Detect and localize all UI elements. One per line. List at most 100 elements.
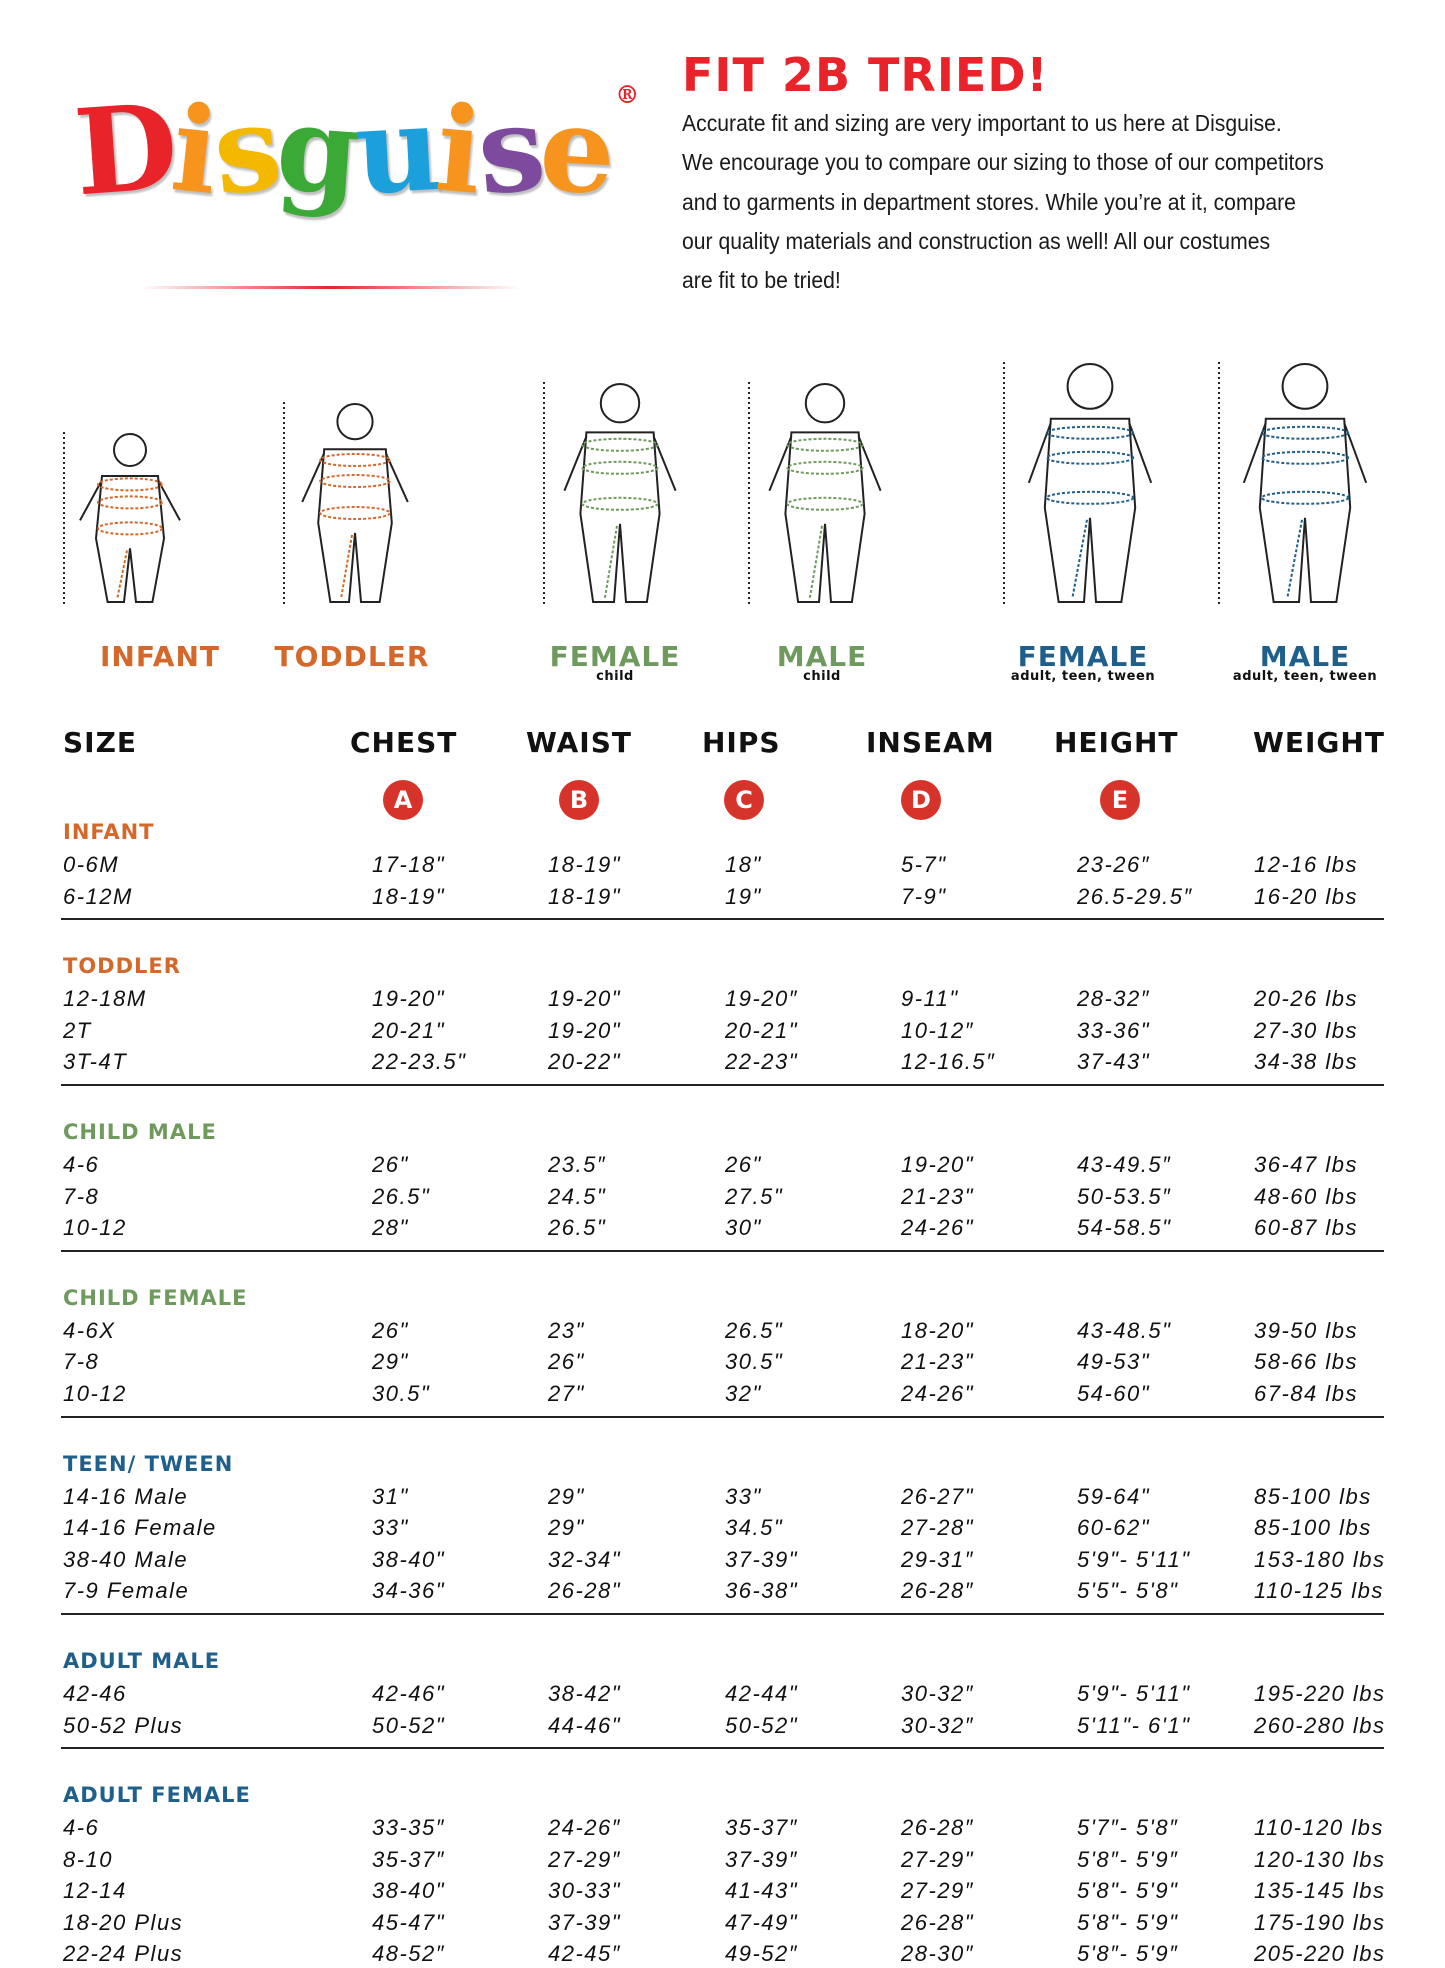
cell-chest: 38-40" [372,1546,446,1572]
group-divider [61,1747,1384,1750]
intro-line: and to garments in department stores. Wh… [682,188,1296,215]
figure-label: TODDLER [222,640,482,673]
logo-letter: e [536,78,615,221]
body-outline [1258,417,1352,603]
figure-label: MALE child [692,640,952,684]
cell-inseam: 19-20" [901,1151,975,1177]
cell-height: 23-26″ [1077,852,1151,877]
cell-waist: 30-33" [548,1878,622,1904]
table-row: 10-12 30.5" 27" 32" 24-26" 54-60" 67-84 lbs [0,1378,1445,1410]
cell-height: 5'5"- 5'8" [1077,1578,1179,1604]
figure-female-adult [1000,360,1180,610]
figure-female-child [540,380,700,610]
cell-waist: 38-42" [548,1680,622,1706]
header-waist: WAIST [526,726,632,759]
cell-weight: 85-100 lbs [1254,1515,1372,1541]
cell-hips: 41-43" [725,1878,799,1904]
cell-chest: 34-36" [372,1578,446,1604]
logo-letter: D [70,76,179,223]
cell-height: 5'9"- 5'11" [1077,1546,1191,1572]
figure-sublabel: adult, teen, tween [1232,669,1378,684]
cell-inseam: 26-27" [901,1483,975,1509]
cell-height: 5'8″- 5'9″ [1077,1846,1179,1872]
intro-line: Accurate fit and sizing are very importa… [682,110,1282,136]
cell-weight: 48-60 lbs [1254,1183,1359,1209]
cell-waist: 24.5" [548,1183,607,1209]
cell-hips: 26" [725,1151,762,1177]
cell-size: 50-52 Plus [63,1712,184,1738]
head [113,433,147,467]
header-inseam: INSEAM [866,726,995,759]
headline: FIT 2B TRIED! [682,48,1049,102]
cell-inseam: 21-23" [901,1349,975,1375]
cell-inseam: 7-9" [901,883,947,909]
cell-height: 5'11"- 6'1" [1077,1712,1191,1738]
header-weight: WEIGHT [1253,726,1385,759]
cell-size: 10-12 [63,1215,127,1241]
size-group: TEEN/ TWEEN 14-16 Male 31" 29" 33" 26-27" 59-6… [0,1448,1445,1615]
cell-inseam: 30-32″ [901,1680,975,1706]
header-size: SIZE [63,726,138,759]
cell-weight: 27-30 lbs [1254,1017,1359,1043]
cell-hips: 33" [725,1483,762,1509]
head [336,403,374,441]
table-row: 18-20 Plus 45-47" 37-39" 47-49" 26-28" 5'8"- … [0,1907,1445,1939]
figure-infant [60,430,200,610]
body-outline [1043,417,1137,603]
cell-weight: 135-145 lbs [1254,1878,1386,1904]
head [804,383,846,424]
cell-weight: 20-26 lbs [1254,986,1359,1012]
cell-height: 5'8"- 5'9" [1077,1909,1179,1935]
group-title: INFANT [63,820,155,844]
cell-height: 37-43" [1077,1049,1151,1075]
cell-hips: 22-23" [725,1049,799,1075]
cell-hips: 27.5" [725,1183,784,1209]
cell-size: 14-16 Male [63,1483,189,1509]
cell-weight: 153-180 lbs [1254,1546,1386,1572]
header-chest: CHEST [350,726,458,759]
table-row: 10-12 28" 26.5" 30" 24-26" 54-58.5" 60-87 lbs [0,1212,1445,1244]
logo-letter: s [207,77,284,222]
cell-inseam: 26-28" [901,1909,975,1935]
cell-waist: 27-29″ [548,1846,622,1872]
cell-weight: 16-20 lbs [1254,883,1359,909]
cell-chest: 48-52″ [372,1941,446,1967]
cell-waist: 24-26″ [548,1815,622,1841]
table-row: 8-10 35-37″ 27-29″ 37-39″ 27-29" 5'8″- 5'9″ 12… [0,1844,1445,1876]
cell-chest: 28" [372,1215,409,1241]
figure-label: FEMALE child [485,640,745,684]
figure-toddler [280,400,430,610]
group-title: ADULT FEMALE [63,1783,251,1808]
cell-waist: 32-34" [548,1546,622,1572]
group-title: ADULT MALE [63,1648,221,1673]
header-height: HEIGHT [1054,726,1179,759]
cell-chest: 26.5" [372,1183,431,1209]
cell-inseam: 18-20" [901,1317,975,1343]
cell-inseam: 5-7" [901,852,947,877]
cell-waist: 19-20" [548,986,622,1012]
cell-size: 6-12M [63,883,133,909]
group-title: CHILD MALE [63,1119,217,1144]
registered-mark: ® [615,80,639,109]
cell-size: 8-10 [63,1846,114,1872]
figure-label: MALE adult, teen, tween [1175,640,1435,684]
intro-line: are fit to be tried! [682,267,841,294]
group-divider [61,1083,1384,1086]
group-divider [61,1415,1384,1418]
marker-e: E [1100,780,1140,820]
cell-height: 5'7″- 5'8″ [1077,1815,1179,1841]
figure-sublabel: child [803,669,841,684]
arms [79,479,181,521]
head [1066,363,1114,410]
figure-male-adult [1215,360,1395,610]
cell-inseam: 27-29″ [901,1878,975,1904]
size-group: ADULT MALE 42-46 42-46" 38-42" 42-44" 30-32″ 5… [0,1645,1445,1750]
cell-height: 49-53" [1077,1349,1151,1375]
disguise-logo: Disguise® [70,77,639,223]
body-outline [317,448,393,603]
cell-weight: 58-66 lbs [1254,1349,1359,1375]
table-row: 12-18M 19-20" 19-20" 19-20″ 9-11" 28-32″ 20-26… [0,983,1445,1015]
cell-inseam: 9-11" [901,986,959,1012]
cell-waist: 42-45″ [548,1941,622,1967]
cell-size: 4-6 [63,1815,100,1841]
